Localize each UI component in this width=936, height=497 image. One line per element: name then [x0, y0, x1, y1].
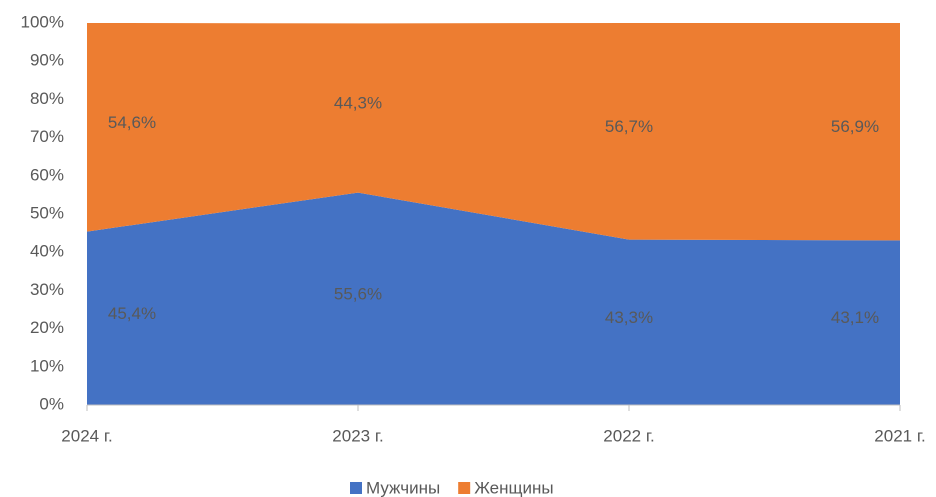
y-tick-label: 20% [30, 318, 64, 337]
legend-swatch [458, 482, 471, 494]
legend-swatch [350, 482, 362, 494]
y-tick-label: 100% [21, 12, 64, 31]
y-tick-label: 40% [30, 242, 64, 261]
y-tick-label: 50% [30, 203, 64, 222]
area [87, 23, 900, 241]
data-label: 45,4% [108, 304, 156, 323]
y-tick-label: 90% [30, 51, 64, 70]
data-label: 56,7% [605, 117, 653, 136]
legend-label: Женщины [474, 478, 553, 497]
y-tick-label: 80% [30, 89, 64, 108]
data-label: 54,6% [108, 113, 156, 132]
data-label: 56,9% [831, 117, 879, 136]
x-tick-label: 2021 г. [874, 426, 925, 445]
y-tick-label: 10% [30, 356, 64, 375]
x-tick-label: 2023 г. [332, 426, 383, 445]
area [87, 192, 900, 405]
legend-label: Мужчины [366, 478, 440, 497]
x-tick-label: 2022 г. [603, 426, 654, 445]
y-tick-label: 30% [30, 280, 64, 299]
data-label: 43,3% [605, 308, 653, 327]
data-label: 43,1% [831, 308, 879, 327]
y-tick-label: 60% [30, 165, 64, 184]
x-tick-label: 2024 г. [61, 426, 112, 445]
y-tick-label: 70% [30, 127, 64, 146]
data-label: 44,3% [334, 93, 382, 112]
y-tick-label: 0% [39, 394, 64, 413]
data-label: 55,6% [334, 284, 382, 303]
